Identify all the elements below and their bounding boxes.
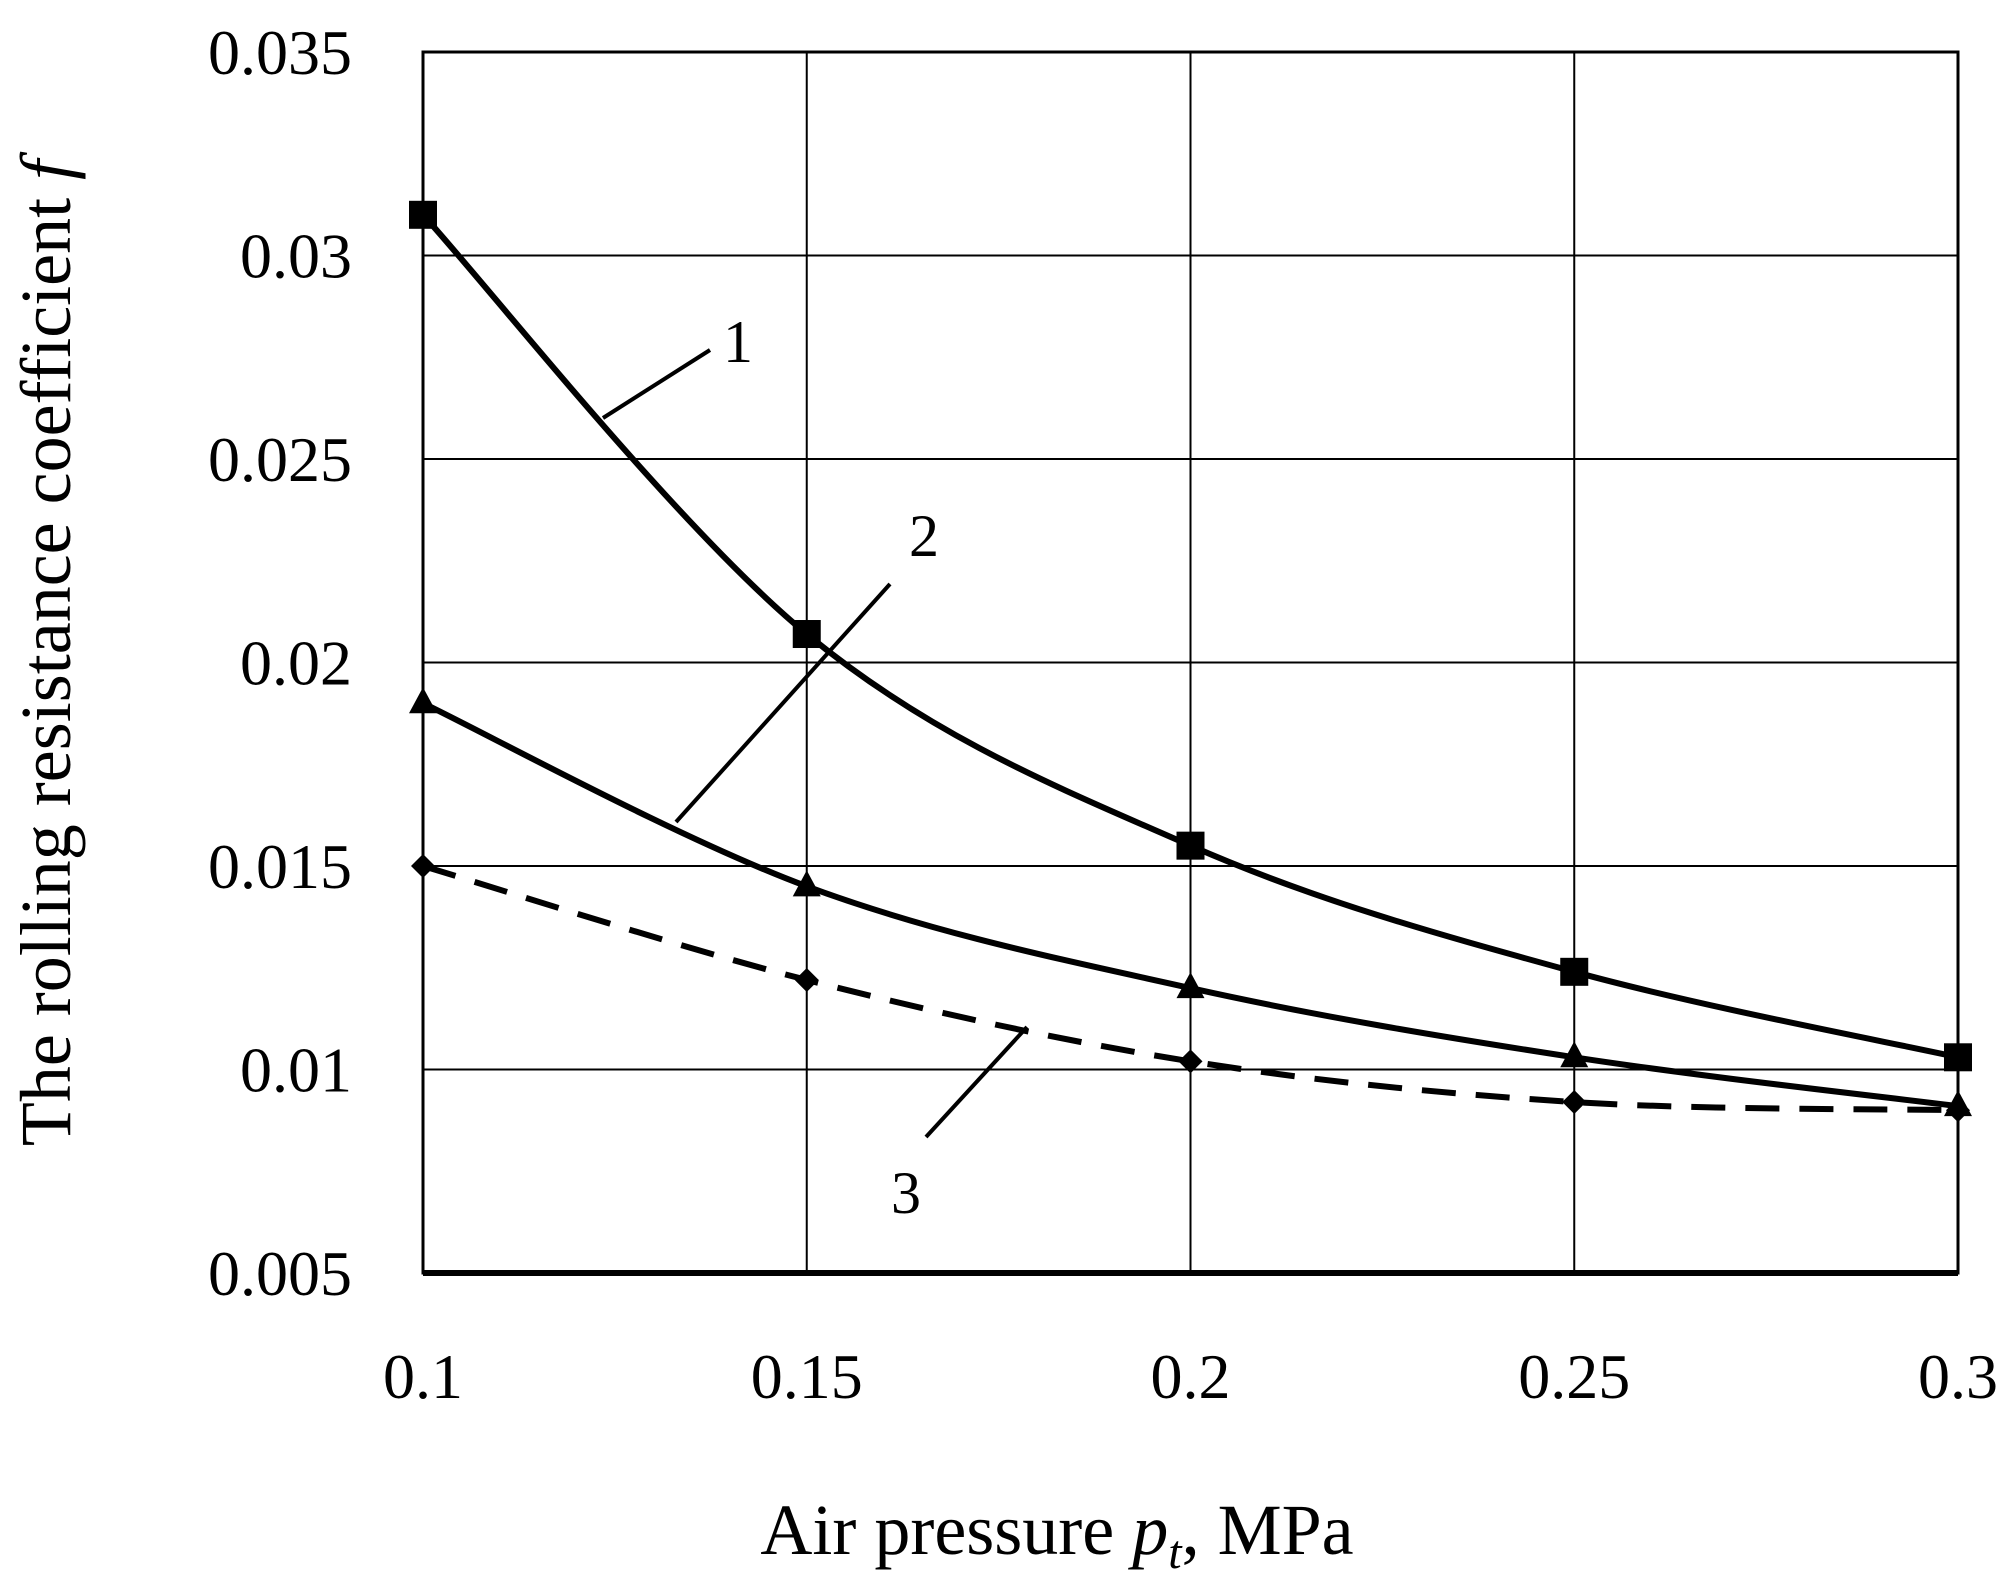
series-leader-lines <box>601 348 1029 1139</box>
series-markers <box>409 200 1972 1123</box>
y-tick-label: 0.005 <box>208 1238 352 1309</box>
x-tick-label: 0.25 <box>1518 1341 1630 1412</box>
marker-series-2 <box>792 870 821 897</box>
series-line-1 <box>420 212 1959 1061</box>
x-axis-title-suffix: , MPa <box>1182 1490 1354 1570</box>
x-tick-label: 0.15 <box>751 1341 863 1412</box>
x-axis-title-variable: p <box>1127 1490 1168 1570</box>
y-tick-label: 0.02 <box>240 628 352 699</box>
series-label-1: 1 <box>723 309 753 375</box>
leader-line-series-3 <box>924 1025 1029 1139</box>
x-axis-title-subscript: t <box>1168 1526 1183 1579</box>
marker-series-2 <box>1176 972 1205 999</box>
x-tick-label: 0.3 <box>1918 1341 1998 1412</box>
marker-series-2 <box>1560 1041 1589 1068</box>
series-line-3 <box>422 863 1959 1114</box>
y-tick-label: 0.01 <box>240 1035 352 1106</box>
y-axis-title: The rolling resistance coefficient f <box>6 151 86 1146</box>
marker-series-1 <box>409 200 437 229</box>
x-tick-label: 0.2 <box>1151 1341 1231 1412</box>
leader-line-series-1 <box>601 348 712 420</box>
y-tick-label: 0.035 <box>208 17 352 88</box>
leader-line-series-2 <box>674 582 892 824</box>
y-axis-title-prefix: The rolling resistance coefficient <box>6 180 86 1146</box>
y-tick-label: 0.015 <box>208 831 352 902</box>
marker-series-1 <box>1944 1043 1972 1072</box>
x-tick-labels: 0.1 0.15 0.2 0.25 0.3 <box>383 1341 1998 1412</box>
marker-series-3 <box>1178 1049 1203 1074</box>
y-tick-label: 0.03 <box>240 221 352 292</box>
marker-series-3 <box>1946 1098 1970 1123</box>
x-tick-label: 0.1 <box>383 1341 463 1412</box>
marker-series-3 <box>411 854 435 878</box>
marker-series-2 <box>409 687 437 714</box>
marker-series-1 <box>1176 831 1205 860</box>
marker-series-1 <box>1560 957 1589 986</box>
marker-series-1 <box>792 620 821 649</box>
x-axis-title-prefix: Air pressure <box>760 1490 1132 1570</box>
x-axis-title: Air pressure pt, MPa <box>760 1490 1353 1579</box>
marker-series-3 <box>794 967 819 992</box>
y-tick-label: 0.025 <box>208 424 352 495</box>
marker-series-3 <box>1562 1090 1587 1115</box>
series-label-2: 2 <box>909 503 939 569</box>
series-label-3: 3 <box>891 1160 921 1226</box>
y-tick-labels: 0.005 0.01 0.015 0.02 0.025 0.03 0.035 <box>208 17 352 1309</box>
